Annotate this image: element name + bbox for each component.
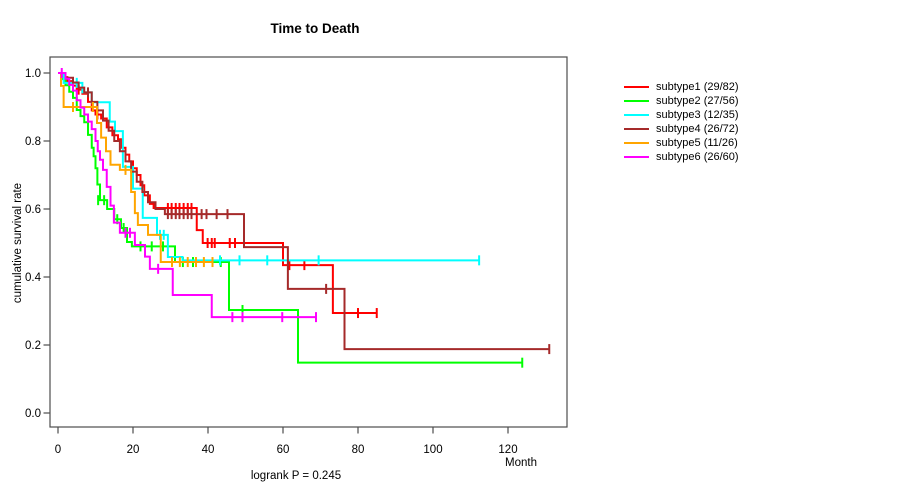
km-curve-subtype1 [58, 72, 377, 315]
legend-item-subtype3: subtype3 (12/35) [624, 108, 739, 122]
km-curve-subtype4 [58, 72, 550, 351]
y-tick-label: 0.0 [25, 408, 41, 420]
y-tick-label: 1.0 [25, 68, 41, 80]
x-tick-label: 40 [202, 444, 215, 456]
x-tick-label: 0 [55, 444, 61, 456]
chart-title: Time to Death [270, 21, 360, 36]
x-tick-label: 60 [277, 444, 290, 456]
y-axis-title: cumulative survival rate [12, 182, 24, 304]
legend-line-swatch [624, 100, 649, 102]
legend-item-subtype5: subtype5 (11/26) [624, 136, 739, 150]
y-tick-label: 0.4 [25, 272, 42, 284]
km-curve-subtype3 [58, 72, 480, 262]
legend-line-swatch [624, 86, 649, 88]
legend-item-subtype6: subtype6 (26/60) [624, 150, 739, 164]
legend-label: subtype4 (26/72) [656, 123, 739, 135]
legend-label: subtype5 (11/26) [656, 137, 738, 149]
legend-line-swatch [624, 142, 649, 144]
legend-item-subtype2: subtype2 (27/56) [624, 94, 739, 108]
y-tick-label: 0.6 [25, 204, 41, 216]
km-curve-subtype6 [58, 72, 316, 319]
y-tick-label: 0.8 [25, 136, 41, 148]
y-tick-label: 0.2 [25, 340, 41, 352]
legend-item-subtype4: subtype4 (26/72) [624, 122, 739, 136]
logrank-annotation: logrank P = 0.245 [250, 470, 342, 482]
legend-label: subtype2 (27/56) [656, 95, 739, 107]
legend-label: subtype3 (12/35) [656, 109, 739, 121]
x-axis-unit-label: Month [505, 457, 537, 469]
legend-item-subtype1: subtype1 (29/82) [624, 80, 739, 94]
x-tick-label: 20 [127, 444, 140, 456]
plot-box [49, 56, 568, 428]
legend-line-swatch [624, 128, 649, 130]
legend: subtype1 (29/82) subtype2 (27/56) subtype3… [624, 80, 739, 164]
km-curve-subtype5 [58, 72, 213, 264]
legend-label: subtype1 (29/82) [656, 81, 739, 93]
legend-line-swatch [624, 114, 649, 116]
legend-line-swatch [624, 156, 649, 158]
legend-label: subtype6 (26/60) [656, 151, 739, 163]
x-tick-label: 80 [352, 444, 365, 456]
x-tick-label: 120 [498, 444, 517, 456]
km-curve-subtype2 [58, 72, 523, 364]
x-tick-label: 100 [423, 444, 442, 456]
